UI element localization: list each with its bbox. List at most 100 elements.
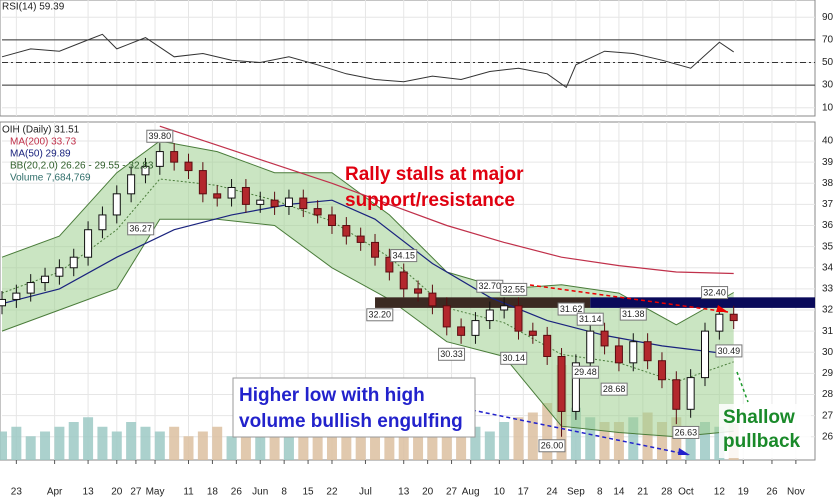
x-tick-label: 13 [83,487,95,498]
x-tick-label: 14 [613,487,625,498]
candle-body [198,170,207,195]
price-label: 32.70 [479,281,502,291]
candle-body [356,235,365,243]
y-tick-label: 37 [822,199,834,210]
price-label: 31.14 [579,314,602,324]
price-label-box [672,425,700,439]
x-tick-label: Jul [359,487,372,498]
volume-bar [298,436,309,460]
x-tick-label: 8 [597,487,603,498]
price-label-box [390,249,418,263]
bb-legend: BB(20,2.0) 26.26 - 29.55 - 32.83 [10,161,154,172]
price-label: 29.48 [574,367,597,377]
y-tick-label: 36 [822,220,834,231]
candle-body [715,313,724,332]
x-tick-label: 28 [661,487,673,498]
x-tick-label: 24 [546,487,558,498]
y-tick-label: 38 [822,178,834,189]
candle-body [586,330,595,364]
rsi-line [1,33,734,89]
price-label-box [701,286,729,300]
candle-body [485,309,494,322]
volume-bar [126,422,137,460]
candle-body [0,298,6,307]
price-label-box [571,365,599,379]
y-tick-label: 50 [822,57,834,68]
volume-bar [226,436,237,460]
candle-body [256,199,265,205]
x-tick-label: Aug [462,487,480,498]
volume-bar [154,431,165,460]
x-tick-label: 26 [766,487,778,498]
y-tick-label: 35 [822,241,834,252]
price-label-box [146,129,174,143]
annotation-box [719,404,811,458]
volume-bar [656,422,667,460]
candle-body [184,161,193,172]
volume-bar [54,426,65,460]
y-tick-label: 30 [822,80,834,91]
volume-bar [700,422,711,460]
volume-bar [111,431,122,460]
candle-body [327,214,336,227]
candle-body [141,165,150,176]
volume-bar [685,426,696,460]
bb-lower [1,218,734,438]
candle-body [284,197,293,208]
volume-bar [255,436,266,460]
volume-bar [470,426,481,460]
volume-bar [484,431,495,460]
volume-bar [269,436,280,460]
annotation-box [232,377,476,438]
price-label: 32.20 [369,310,392,320]
x-tick-label: 22 [326,487,338,498]
candle-body [672,379,681,410]
resistance-zone [375,297,591,308]
price-label: 28.68 [603,384,626,394]
candle-body [26,282,35,294]
x-tick-label: 15 [303,487,315,498]
price-label-box [500,282,528,296]
bb-fill [2,141,734,437]
y-tick-label: 34 [822,262,834,273]
price-label-box [619,307,647,321]
ma200-legend: MA(200) 33.73 [10,137,77,148]
annotation-line: Shallow [723,407,795,428]
volume-bar [341,422,352,460]
volume-bar [398,417,409,460]
candle-body [55,267,64,277]
price-label: 32.55 [502,284,525,294]
volume-bar [355,426,366,460]
candle-body [98,214,107,231]
ma50-legend: MA(50) 29.89 [10,149,71,160]
x-tick-label: 27 [446,487,458,498]
price-label-box [557,302,585,316]
candle-body [313,208,322,216]
candle-body [614,345,623,364]
volume-bar [97,426,108,460]
price-label: 34.15 [392,250,415,260]
resistance-zone [590,297,815,308]
candle-body [112,193,121,216]
x-tick-label: 19 [738,487,750,498]
y-tick-label: 10 [822,102,834,113]
y-tick-label: 30 [822,347,834,358]
volume-bar [197,431,208,460]
candle-body [414,288,423,294]
candle-body [399,271,408,290]
price-label-box [438,347,466,361]
y-tick-label: 40 [822,136,834,147]
y-tick-label: 33 [822,284,834,295]
y-tick-label: 90 [822,12,834,23]
volume-bar [542,403,553,460]
green-arrow [736,371,749,403]
candle-body [127,174,136,195]
price-label: 32.40 [703,287,726,297]
candle-body [41,275,50,284]
price-label-box [600,382,628,396]
volume-bar [140,426,151,460]
blue-arrow [471,409,691,456]
x-tick-label: 12 [714,487,726,498]
x-tick-label: Nov [787,487,805,498]
candle-body [299,197,308,210]
